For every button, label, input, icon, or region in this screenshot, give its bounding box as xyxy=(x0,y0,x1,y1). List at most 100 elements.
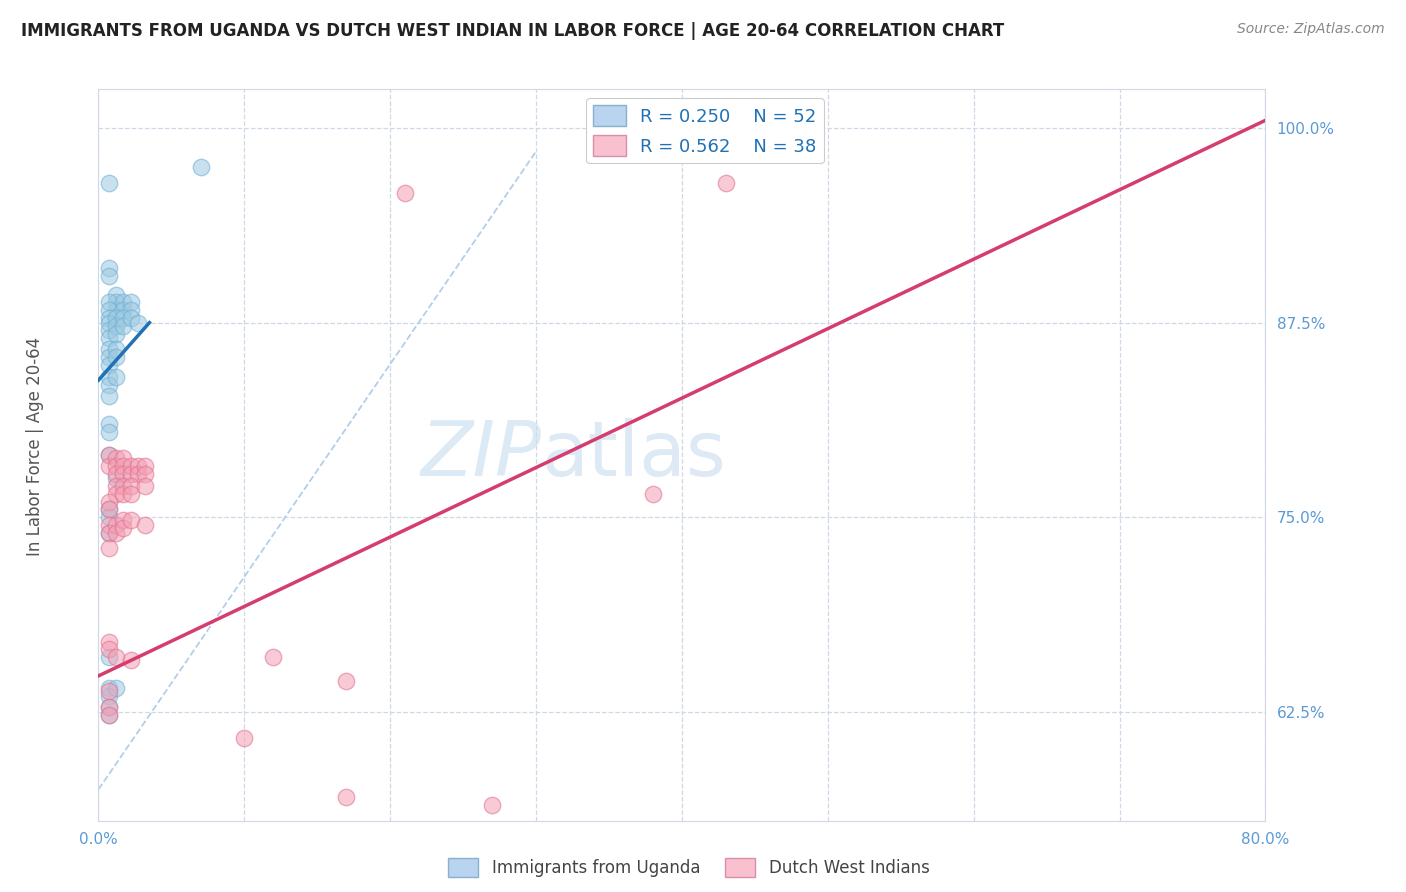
Point xyxy=(97,525,120,540)
Point xyxy=(97,448,120,462)
Point xyxy=(97,518,120,533)
Point xyxy=(97,448,120,462)
Point xyxy=(104,295,127,310)
Point xyxy=(97,377,120,392)
Point xyxy=(127,467,149,481)
Point xyxy=(104,303,127,318)
Point xyxy=(97,541,120,556)
Point xyxy=(97,268,120,283)
Point xyxy=(112,318,135,333)
Point xyxy=(112,479,135,493)
Point xyxy=(97,525,120,540)
Point xyxy=(120,303,142,318)
Point xyxy=(104,350,127,364)
Point xyxy=(97,700,120,714)
Legend: R = 0.250    N = 52, R = 0.562    N = 38: R = 0.250 N = 52, R = 0.562 N = 38 xyxy=(586,98,824,163)
Point xyxy=(97,425,120,439)
Point xyxy=(97,303,120,318)
Text: ZIP: ZIP xyxy=(420,418,541,491)
Point xyxy=(97,350,120,364)
Point xyxy=(112,521,135,535)
Point xyxy=(97,370,120,384)
Point xyxy=(120,295,142,310)
Point xyxy=(104,681,127,696)
Point xyxy=(97,502,120,516)
Point xyxy=(104,525,127,540)
Point xyxy=(104,287,127,301)
Point xyxy=(97,502,120,516)
Point xyxy=(120,653,142,667)
Point xyxy=(481,798,503,813)
Point xyxy=(104,310,127,325)
Point xyxy=(97,707,120,722)
Point xyxy=(97,261,120,276)
Point xyxy=(233,731,256,746)
Point xyxy=(104,370,127,384)
Point xyxy=(104,458,127,473)
Point xyxy=(97,417,120,431)
Point xyxy=(120,310,142,325)
Point xyxy=(112,487,135,501)
Point xyxy=(97,689,120,703)
Point xyxy=(120,513,142,527)
Point xyxy=(104,479,127,493)
Point xyxy=(120,487,142,501)
Point xyxy=(97,323,120,337)
Point xyxy=(120,479,142,493)
Point xyxy=(104,650,127,665)
Text: In Labor Force | Age 20-64: In Labor Force | Age 20-64 xyxy=(27,336,44,556)
Point xyxy=(97,510,120,524)
Point xyxy=(112,310,135,325)
Point xyxy=(134,518,156,533)
Point xyxy=(104,342,127,356)
Point xyxy=(120,458,142,473)
Point xyxy=(112,458,135,473)
Point xyxy=(127,458,149,473)
Point xyxy=(262,650,284,665)
Point xyxy=(97,494,120,508)
Point xyxy=(104,487,127,501)
Point xyxy=(97,642,120,657)
Point xyxy=(104,326,127,341)
Point xyxy=(112,467,135,481)
Point xyxy=(104,471,127,485)
Point xyxy=(97,634,120,648)
Point xyxy=(134,467,156,481)
Point xyxy=(714,176,737,190)
Point xyxy=(97,389,120,403)
Point xyxy=(104,518,127,533)
Point xyxy=(97,650,120,665)
Point xyxy=(97,684,120,698)
Point xyxy=(641,487,664,501)
Point xyxy=(335,790,357,805)
Point xyxy=(97,176,120,190)
Point xyxy=(134,458,156,473)
Point xyxy=(97,342,120,356)
Point xyxy=(112,303,135,318)
Point xyxy=(97,707,120,722)
Point xyxy=(97,358,120,372)
Legend: Immigrants from Uganda, Dutch West Indians: Immigrants from Uganda, Dutch West India… xyxy=(441,851,936,884)
Text: IMMIGRANTS FROM UGANDA VS DUTCH WEST INDIAN IN LABOR FORCE | AGE 20-64 CORRELATI: IMMIGRANTS FROM UGANDA VS DUTCH WEST IND… xyxy=(21,22,1004,40)
Text: atlas: atlas xyxy=(541,418,727,491)
Point xyxy=(97,681,120,696)
Text: Source: ZipAtlas.com: Source: ZipAtlas.com xyxy=(1237,22,1385,37)
Point xyxy=(97,295,120,310)
Point xyxy=(394,186,416,201)
Point xyxy=(112,513,135,527)
Point xyxy=(104,318,127,333)
Point xyxy=(190,160,212,174)
Point xyxy=(104,467,127,481)
Point xyxy=(134,479,156,493)
Point xyxy=(104,450,127,465)
Point xyxy=(335,673,357,688)
Point xyxy=(120,467,142,481)
Point xyxy=(112,295,135,310)
Point xyxy=(97,310,120,325)
Point xyxy=(97,331,120,345)
Point xyxy=(97,458,120,473)
Point xyxy=(97,700,120,714)
Point xyxy=(97,316,120,330)
Point xyxy=(127,316,149,330)
Point xyxy=(112,450,135,465)
